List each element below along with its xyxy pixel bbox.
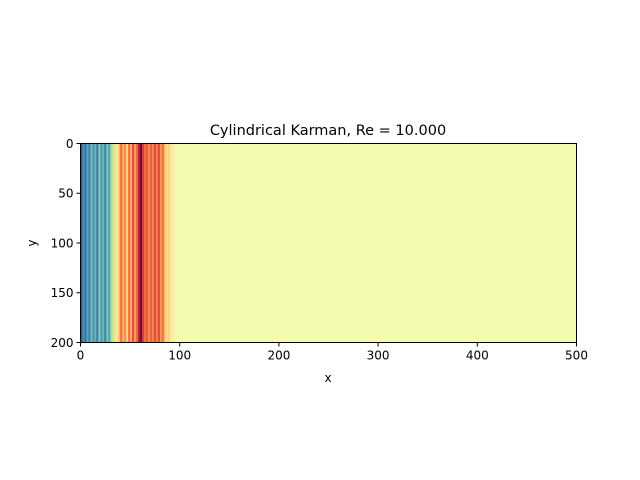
heatmap-band-30: [140, 143, 143, 343]
y-tick-label: 0: [66, 137, 74, 151]
heatmap-band-21: [122, 143, 125, 343]
heatmap-band-32: [143, 143, 147, 343]
x-axis-label: x: [324, 371, 331, 385]
heatmap-band-28: [136, 143, 139, 343]
heatmap-band-41: [161, 143, 165, 343]
x-tick-label: 200: [267, 349, 290, 363]
x-tick-label: 500: [565, 349, 588, 363]
heatmap-band-33: [145, 143, 149, 343]
heatmap-band-8: [96, 143, 99, 343]
heatmap-band-31: [142, 143, 145, 343]
heatmap-band-23: [126, 143, 129, 343]
y-tick-label: 200: [51, 336, 74, 350]
y-tick-label: 50: [58, 187, 73, 201]
y-axis-label: y: [25, 239, 39, 246]
x-tick-label: 400: [466, 349, 489, 363]
heatmap-band-35: [149, 143, 153, 343]
heatmap-band-43: [165, 143, 169, 343]
chart-title: Cylindrical Karman, Re = 10.000: [210, 123, 446, 139]
heatmap-band-13: [106, 143, 109, 343]
heatmap-band-1: [82, 143, 85, 343]
heatmap-band-46: [171, 143, 175, 343]
heatmap-band-4: [88, 143, 91, 343]
heatmap-plot: [80, 143, 577, 343]
heatmap-band-25: [130, 143, 133, 343]
heatmap-band-27: [134, 143, 137, 343]
heatmap-band-29: [138, 143, 141, 343]
x-tick-label: 0: [77, 349, 85, 363]
heatmap-band-7: [94, 143, 97, 343]
heatmap-band-34: [147, 143, 151, 343]
heatmap-band-40: [159, 143, 163, 343]
x-tick-label: 100: [168, 349, 191, 363]
heatmap-band-2: [84, 143, 87, 343]
heatmap-band-26: [132, 143, 135, 343]
heatmap-band-18: [116, 143, 119, 343]
heatmap-band-9: [98, 143, 101, 343]
heatmap-band-37: [153, 143, 157, 343]
x-axis: 0 100 200 300 400 500: [77, 342, 588, 363]
x-tick-label: 300: [367, 349, 390, 363]
heatmap-band-22: [124, 143, 127, 343]
heatmap-band-10: [100, 143, 103, 343]
y-tick-label: 150: [51, 286, 74, 300]
heatmap-band-6: [92, 143, 95, 343]
heatmap-band-5: [90, 143, 93, 343]
heatmap-band-16: [112, 143, 115, 343]
heatmap-band-45: [169, 143, 173, 343]
heatmap-band-24: [128, 143, 131, 343]
heatmap-band-11: [102, 143, 105, 343]
heatmap-band-20: [120, 143, 123, 343]
heatmap-band-39: [157, 143, 161, 343]
heatmap-band-47: [173, 143, 177, 343]
heatmap-bands: [80, 143, 177, 343]
y-axis: 0 50 100 150 200: [51, 137, 81, 350]
heatmap-band-12: [104, 143, 107, 343]
heatmap-band-19: [118, 143, 121, 343]
heatmap-band-15: [110, 143, 113, 343]
heatmap-band-42: [163, 143, 167, 343]
heatmap-band-14: [108, 143, 111, 343]
heatmap-band-3: [86, 143, 89, 343]
heatmap-band-36: [151, 143, 155, 343]
heatmap-band-38: [155, 143, 159, 343]
heatmap-band-0: [80, 143, 83, 343]
y-tick-label: 100: [51, 236, 74, 250]
heatmap-band-17: [114, 143, 117, 343]
heatmap-band-44: [167, 143, 171, 343]
